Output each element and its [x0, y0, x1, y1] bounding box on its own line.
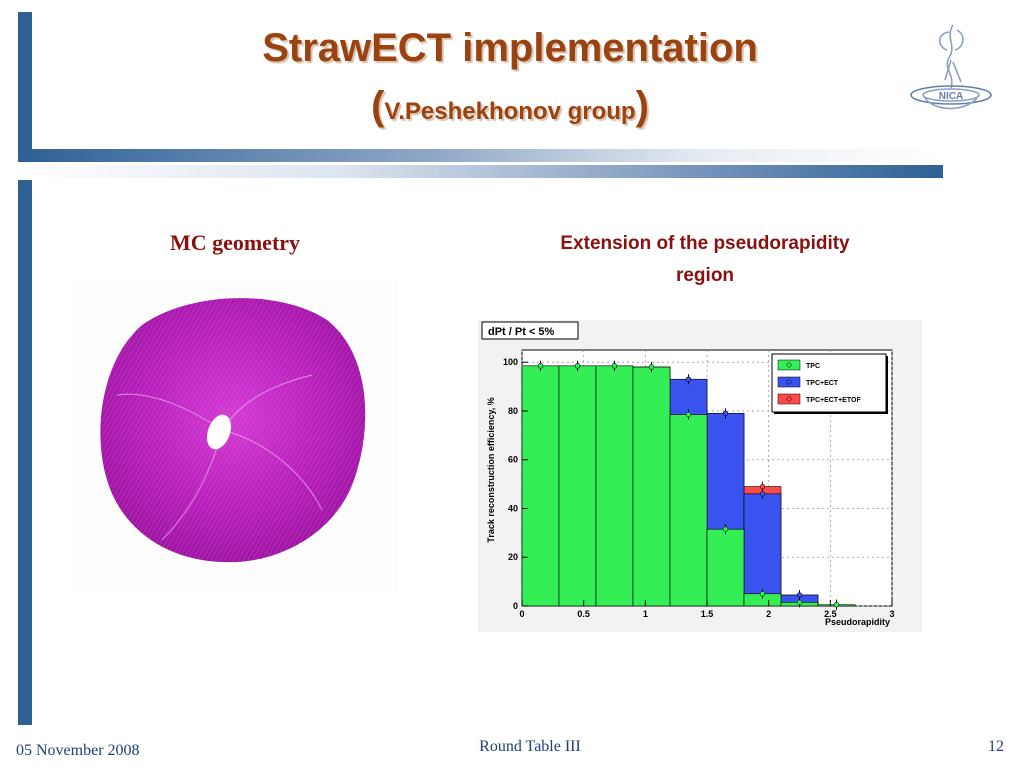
pseudorapidity-caption: Extension of the pseudorapidity region — [480, 228, 930, 292]
footer-date: 05 November 2008 — [16, 742, 140, 759]
marker-tpc-ect — [759, 491, 766, 497]
x-tick-label: 3 — [889, 609, 894, 619]
mc-geometry-caption: MC geometry — [169, 230, 301, 255]
bar-tpc — [632, 366, 671, 607]
y-tick-label: 60 — [508, 455, 518, 465]
subtitle-open-paren: ( — [371, 84, 385, 128]
legend-marker-tpc-ect-etof — [786, 396, 792, 402]
frame-bar-horizontal-upper — [18, 149, 943, 162]
y-tick-label: 40 — [508, 503, 518, 513]
subtitle-close-paren: ) — [635, 84, 649, 128]
legend-label-tpc-ect: TPC+ECT — [806, 380, 839, 387]
slide-number: 12 — [988, 738, 1004, 755]
mc-geometry-image — [72, 280, 398, 592]
chart-title-box — [481, 321, 579, 340]
y-tick-label: 100 — [503, 357, 518, 367]
svg-text:NICA: NICA — [939, 91, 963, 102]
x-tick-label: 1.5 — [701, 609, 714, 619]
x-tick-label: 0.5 — [577, 609, 590, 619]
marker-tpc — [537, 363, 544, 369]
marker-tpc-ect — [685, 376, 692, 382]
caption-line-1: Extension of the pseudorapidity — [560, 233, 850, 254]
bar-tpc — [558, 365, 597, 607]
legend-marker-tpc-ect — [786, 379, 792, 385]
marker-tpc — [833, 602, 840, 608]
marker-tpc-ect — [796, 592, 803, 598]
marker-tpc — [796, 599, 803, 605]
marker-tpc — [648, 364, 655, 370]
marker-tpc — [685, 411, 692, 418]
marker-tpc — [759, 591, 766, 597]
y-tick-label: 20 — [508, 552, 518, 562]
x-tick-label: 2 — [766, 609, 771, 619]
marker-tpc-ect-etof — [759, 483, 766, 490]
efficiency-chart: 0 0.5 1 1.5 2 2.5 3 0 20 40 60 80 100 TPC TPC+ECT TPC+… — [481, 321, 895, 627]
frame-bar-horizontal-lower — [18, 165, 943, 178]
legend-label-tpc-ect-etof: TPC+ECT+ETOF — [806, 397, 861, 404]
marker-tpc — [611, 363, 618, 369]
legend-marker-tpc — [786, 362, 792, 368]
x-tick-label: 2.5 — [824, 609, 837, 619]
marker-tpc — [722, 526, 729, 532]
marker-tpc-ect — [722, 410, 729, 417]
y-axis-label: Track reconstruction efficiency, % — [486, 397, 496, 542]
x-axis-label: Pseudorapidity — [825, 617, 890, 627]
y-tick-label: 0 — [513, 601, 518, 611]
chart-title: dPt / Pt < 5% — [488, 326, 555, 338]
bar-tpc — [706, 528, 745, 607]
frame-bar-vertical — [18, 180, 32, 725]
bar-tpc — [595, 365, 634, 607]
marker-tpc — [574, 363, 581, 369]
x-tick-label: 0 — [519, 609, 524, 619]
y-tick-label: 80 — [508, 406, 518, 416]
bar-tpc-ect — [743, 493, 782, 607]
legend-label-tpc: TPC — [806, 363, 820, 370]
bar-tpc — [521, 365, 560, 607]
slide-subtitle: (V.Peshekhonov group) — [120, 84, 900, 129]
x-tick-label: 1 — [643, 609, 648, 619]
bar-tpc — [669, 414, 708, 607]
efficiency-chart-panel: 0 0.5 1 1.5 2 2.5 3 0 20 40 60 80 100 TPC TPC+ECT TPC+… — [478, 320, 922, 632]
frame-bar-vertical-top — [18, 12, 32, 162]
institute-logo: NICA — [910, 24, 992, 110]
footer-event: Round Table III — [479, 738, 581, 755]
subtitle-text: V.Peshekhonov group — [384, 98, 636, 125]
caption-line-2: region — [675, 265, 735, 286]
slide-title: StrawECT implementation — [262, 26, 758, 70]
